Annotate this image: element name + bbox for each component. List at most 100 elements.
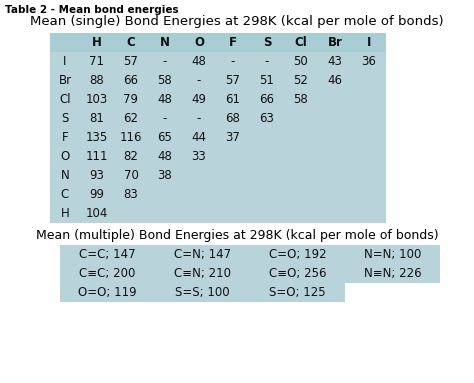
- Text: 50: 50: [293, 55, 309, 68]
- Text: S=O; 125: S=O; 125: [269, 286, 326, 299]
- Bar: [114, 52, 148, 71]
- Bar: [148, 185, 182, 204]
- Text: C: C: [127, 36, 136, 49]
- Bar: [60, 264, 155, 283]
- Bar: [352, 71, 386, 90]
- Bar: [50, 109, 80, 128]
- Bar: [318, 33, 352, 52]
- Bar: [114, 33, 148, 52]
- Bar: [148, 128, 182, 147]
- Text: Table 2 - Mean bond energies: Table 2 - Mean bond energies: [5, 5, 179, 15]
- Bar: [216, 128, 250, 147]
- Bar: [284, 147, 318, 166]
- Text: O: O: [60, 150, 70, 163]
- Bar: [148, 71, 182, 90]
- Text: 43: 43: [328, 55, 342, 68]
- Bar: [182, 90, 216, 109]
- Text: 58: 58: [293, 93, 309, 106]
- Text: H: H: [92, 36, 102, 49]
- Bar: [182, 71, 216, 90]
- Text: 104: 104: [86, 207, 108, 220]
- Bar: [80, 185, 114, 204]
- Bar: [80, 147, 114, 166]
- Text: N≡N; 226: N≡N; 226: [364, 267, 421, 280]
- Text: 37: 37: [226, 131, 240, 144]
- Bar: [182, 128, 216, 147]
- Bar: [284, 90, 318, 109]
- Bar: [80, 52, 114, 71]
- Bar: [148, 90, 182, 109]
- Text: I: I: [64, 55, 67, 68]
- Bar: [60, 283, 155, 302]
- Text: 65: 65: [157, 131, 173, 144]
- Text: -: -: [163, 55, 167, 68]
- Text: -: -: [163, 112, 167, 125]
- Text: S: S: [263, 36, 271, 49]
- Text: 33: 33: [191, 150, 206, 163]
- Bar: [80, 109, 114, 128]
- Bar: [50, 52, 80, 71]
- Text: S: S: [61, 112, 69, 125]
- Bar: [318, 128, 352, 147]
- Bar: [352, 109, 386, 128]
- Text: O=O; 119: O=O; 119: [78, 286, 137, 299]
- Bar: [318, 185, 352, 204]
- Text: F: F: [62, 131, 68, 144]
- Text: C=N; 147: C=N; 147: [174, 248, 231, 261]
- Bar: [80, 128, 114, 147]
- Text: 38: 38: [158, 169, 173, 182]
- Bar: [250, 52, 284, 71]
- Text: 66: 66: [124, 74, 138, 87]
- Text: 48: 48: [157, 93, 173, 106]
- Bar: [318, 166, 352, 185]
- Text: 57: 57: [226, 74, 240, 87]
- Text: 99: 99: [90, 188, 104, 201]
- Text: 68: 68: [226, 112, 240, 125]
- Bar: [155, 245, 250, 264]
- Bar: [216, 33, 250, 52]
- Bar: [352, 204, 386, 223]
- Bar: [352, 52, 386, 71]
- Bar: [182, 147, 216, 166]
- Bar: [50, 71, 80, 90]
- Bar: [148, 109, 182, 128]
- Text: H: H: [61, 207, 69, 220]
- Text: S=S; 100: S=S; 100: [175, 286, 230, 299]
- Bar: [345, 245, 440, 264]
- Bar: [148, 52, 182, 71]
- Bar: [284, 33, 318, 52]
- Bar: [50, 90, 80, 109]
- Text: Mean (single) Bond Energies at 298K (kcal per mole of bonds): Mean (single) Bond Energies at 298K (kca…: [30, 15, 444, 28]
- Bar: [114, 185, 148, 204]
- Bar: [114, 147, 148, 166]
- Text: 58: 58: [158, 74, 173, 87]
- Bar: [148, 204, 182, 223]
- Bar: [80, 33, 114, 52]
- Bar: [250, 166, 284, 185]
- Bar: [60, 245, 155, 264]
- Bar: [250, 245, 345, 264]
- Bar: [345, 264, 440, 283]
- Text: F: F: [229, 36, 237, 49]
- Bar: [250, 128, 284, 147]
- Bar: [50, 33, 80, 52]
- Bar: [148, 166, 182, 185]
- Bar: [216, 166, 250, 185]
- Text: C≡C; 200: C≡C; 200: [79, 267, 136, 280]
- Text: C=O; 192: C=O; 192: [269, 248, 326, 261]
- Text: 116: 116: [120, 131, 142, 144]
- Bar: [352, 166, 386, 185]
- Bar: [250, 90, 284, 109]
- Text: 48: 48: [157, 150, 173, 163]
- Bar: [50, 128, 80, 147]
- Bar: [352, 185, 386, 204]
- Text: -: -: [197, 74, 201, 87]
- Bar: [284, 52, 318, 71]
- Bar: [50, 204, 80, 223]
- Bar: [284, 204, 318, 223]
- Bar: [250, 204, 284, 223]
- Text: C≡O; 256: C≡O; 256: [269, 267, 326, 280]
- Bar: [216, 204, 250, 223]
- Text: 88: 88: [90, 74, 104, 87]
- Bar: [182, 52, 216, 71]
